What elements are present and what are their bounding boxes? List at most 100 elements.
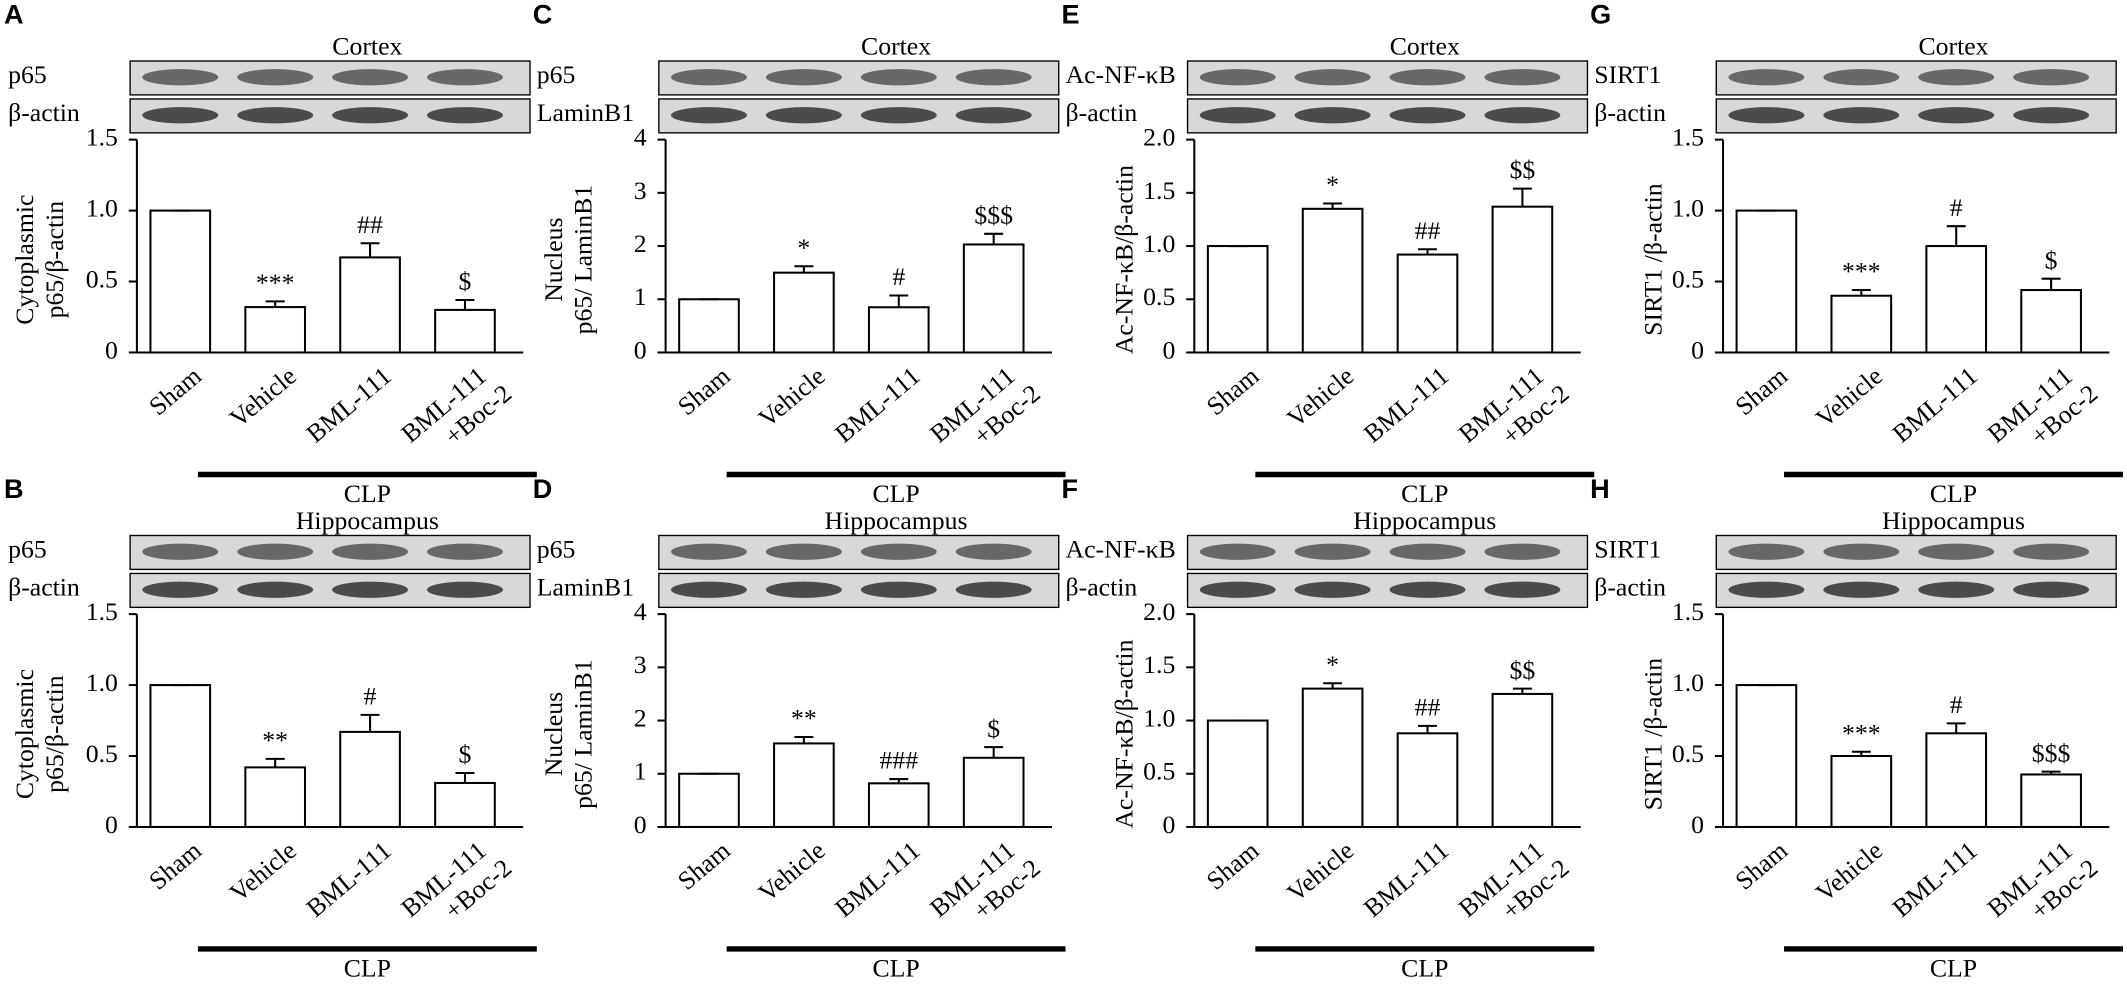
y-tick-label: 3 [634,176,647,205]
region-title: Hippocampus [1882,506,2025,535]
x-tick-label-line: BML-111 [829,836,925,923]
blot-label: SIRT1 [1594,60,1661,89]
x-tick-label: Sham [672,361,736,421]
x-tick-label: BML-111+Boc-2 [924,830,1045,945]
blot-band [332,107,409,124]
panel-letter: A [4,0,24,29]
y-axis-label-line: Cytoplasmic [10,195,39,325]
blot-band [1294,581,1371,598]
x-tick-label: Vehicle [224,836,302,908]
x-tick-label-line: BML-111 [1358,361,1454,448]
panel-letter: E [1061,0,1079,29]
significance: # [1950,193,1963,222]
bar [678,772,740,828]
y-tick-label: 0.5 [86,264,118,293]
x-tick-label: BML-111 [829,836,925,923]
blot-band [671,543,747,560]
panel-letter: H [1590,473,1610,504]
blot-label: β-actin [1066,573,1138,602]
x-tick-label-line: Vehicle [753,836,831,908]
panel-letter: F [1061,473,1078,504]
bar [434,308,496,354]
y-tick-label: 0.5 [1672,264,1704,293]
bar [339,256,401,354]
y-tick-label: 1.0 [1672,193,1704,222]
significance: $ [459,267,472,296]
x-tick-label: Vehicle [1281,361,1359,433]
bar [962,243,1025,354]
blot-band [1484,581,1561,598]
y-tick-label: 0 [1691,335,1704,364]
x-tick-label-line: BML-111 [1887,836,1983,923]
region-title: Cortex [1390,32,1460,61]
blot-band [1199,69,1276,86]
x-tick-label-line: Sham [1201,836,1265,896]
y-axis-label: Cytoplasmicp65/β-actin [10,195,69,325]
blot-band [332,581,409,598]
y-tick-label: 1.5 [1672,597,1704,626]
blot-band [1294,543,1371,560]
y-tick-label: 0.5 [1672,739,1704,768]
bar [1925,245,1988,354]
blot-band [860,543,937,560]
blot-band [142,107,219,124]
blot-band [765,581,842,598]
blot-band [142,543,219,560]
significance: ### [879,746,918,775]
y-axis-label-line: Ac-NF-κB/β-actin [1109,639,1138,828]
blot-band [1728,543,1805,560]
blot-label: Ac-NF-κB [1066,60,1176,89]
y-tick-label: 1.0 [86,668,118,697]
region-title: Hippocampus [296,506,439,535]
blot-band [955,107,1032,124]
region-title: Cortex [861,32,931,61]
y-tick-label: 4 [634,123,647,152]
blot-band [860,581,937,598]
x-tick-label: BML-111 [1887,836,1983,923]
y-tick-label: 1.5 [1672,123,1704,152]
y-tick-label: 0 [1162,335,1175,364]
significance: ## [1415,693,1441,722]
blot-label: β-actin [1594,573,1666,602]
panel-letter: B [4,473,24,504]
y-tick-label: 3 [634,650,647,679]
blot-band [237,543,314,560]
x-tick-label: Vehicle [224,361,302,433]
y-tick-label: 2.0 [1143,597,1175,626]
y-tick-label: 0 [1691,810,1704,839]
blot-band [955,581,1032,598]
blot-band [671,581,747,598]
bar [2020,289,2082,354]
x-tick-label-line: BML-111 [829,361,925,448]
y-axis-label-line: p65/β-actin [40,675,69,793]
x-tick-label: Vehicle [753,361,831,433]
blot-band [332,69,409,86]
region-title: Cortex [1918,32,1988,61]
blot-label: β-actin [1594,98,1666,127]
y-axis-label-line: Nucleus [539,692,568,776]
bar [1925,732,1988,828]
bar [773,742,835,828]
significance: $$ [1510,655,1536,684]
blot-band [2013,107,2090,124]
blot-band [1389,543,1466,560]
group-label: CLP [344,954,391,983]
blot-band [427,543,503,560]
x-tick-label: Sham [1729,836,1793,896]
x-tick-label: BML-111+Boc-2 [396,830,517,945]
blot-band [1728,581,1805,598]
x-tick-label: BML-111 [829,361,925,448]
x-tick-label-line: Vehicle [1810,361,1888,433]
blot-label: p65 [537,535,576,564]
blot-band [142,69,219,86]
y-tick-label: 2 [634,703,647,732]
x-tick-label-line: Sham [143,361,207,421]
blot-band [1294,69,1371,86]
significance: # [892,262,905,291]
bar [1396,732,1459,828]
blot-label: SIRT1 [1594,535,1661,564]
x-tick-label-line: Vehicle [1281,361,1359,433]
x-tick-label-line: BML-111 [301,836,397,923]
x-tick-label-line: BML-111 [1887,361,1983,448]
group-label: CLP [1930,479,1977,508]
